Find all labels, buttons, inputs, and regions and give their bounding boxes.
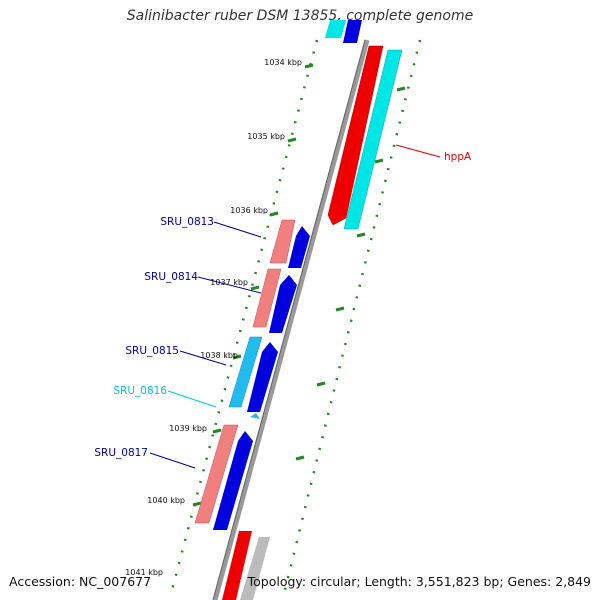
- cds-grey-bottom: [240, 537, 270, 600]
- tick-label: 1039 kbp: [169, 424, 207, 433]
- gene-label-hppA[interactable]: hppA: [444, 151, 472, 163]
- cds-SRU_0817: [213, 431, 253, 530]
- cds-SRU_0814: [269, 275, 297, 333]
- genome-backbone: [212, 39, 370, 600]
- leader-hppA: [395, 144, 441, 158]
- genome-summary-text: Topology: circular; Length: 3,551,823 bp…: [247, 574, 591, 589]
- gene-label-SRU_0815[interactable]: SRU_0815: [125, 345, 179, 357]
- tick-label: 1036 kbp: [230, 206, 268, 215]
- tick-label: 1038 kbp: [200, 351, 238, 360]
- cds-SRU_0813: [288, 226, 310, 268]
- tick-label: 1041 kbp: [125, 568, 163, 577]
- tick-label: 1034 kbp: [264, 58, 302, 67]
- tick-track-outer: [170, 39, 319, 591]
- major-ticks: [192, 63, 406, 507]
- cds-hppA: [327, 45, 384, 226]
- cds-SRU_0813-reverse: [269, 219, 296, 264]
- gene-label-SRU_0817[interactable]: SRU_0817: [94, 447, 148, 459]
- gene-label-SRU_0814[interactable]: SRU_0814: [144, 271, 198, 283]
- tick-label: 1035 kbp: [247, 132, 285, 141]
- leader-SRU_0817: [149, 452, 196, 469]
- tick-label: 1040 kbp: [147, 496, 185, 505]
- cds-SRU_0817-reverse: [194, 424, 239, 524]
- leader-SRU_0814: [197, 276, 262, 294]
- cds-SRU_0814-reverse: [252, 268, 282, 328]
- cds-SRU_0816: [250, 413, 260, 419]
- tick-label: 1037 kbp: [210, 278, 248, 287]
- cds-SRU_0815: [228, 336, 263, 408]
- leader-SRU_0816: [167, 390, 217, 408]
- leader-SRU_0815: [179, 350, 227, 366]
- genome-backbone-edge: [212, 39, 366, 600]
- gene-label-SRU_0816[interactable]: SRU_0816: [113, 385, 167, 397]
- gene-label-SRU_0813[interactable]: SRU_0813: [160, 216, 214, 228]
- cds-reverse-bottom: [222, 531, 252, 600]
- cds-cyan-top: [325, 20, 346, 38]
- cds-forward-top: [343, 20, 362, 43]
- leader-SRU_0813: [213, 221, 262, 238]
- map-title: Salinibacter ruber DSM 13855, complete g…: [126, 8, 474, 24]
- cds-forward-0815: [247, 342, 278, 412]
- accession-text: Accession: NC_007677: [9, 574, 152, 589]
- cds-cyan-hppA: [343, 49, 403, 230]
